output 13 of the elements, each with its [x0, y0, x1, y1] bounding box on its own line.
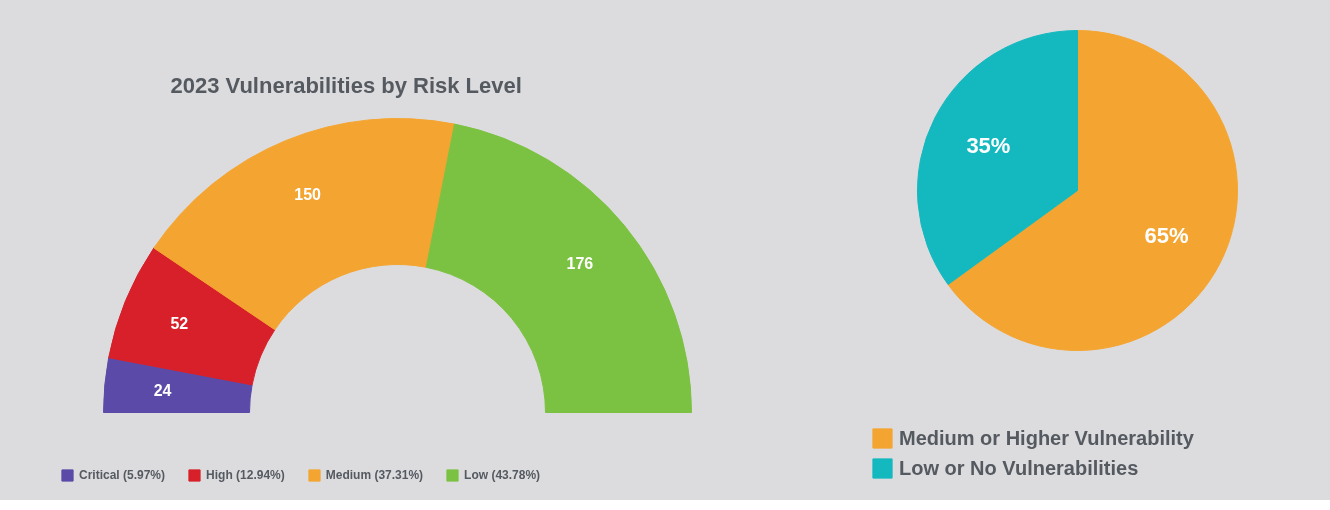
legend-label: Medium (37.31%): [325, 468, 424, 482]
legend-label: Low (43.78%): [464, 468, 541, 482]
data-label: 65%: [1144, 223, 1189, 249]
legend-label: High (12.94%): [206, 468, 285, 482]
chart-title: 2023 Vulnerabilities by Risk Level: [170, 73, 522, 98]
data-label: 176: [566, 254, 594, 272]
data-label: 52: [170, 314, 189, 332]
data-label: 150: [294, 186, 322, 204]
legend-label: Critical (5.97%): [79, 468, 166, 482]
data-label: 24: [153, 382, 172, 400]
legend-label: Low or No Vulnerabilities: [899, 456, 1139, 480]
data-label: 35%: [966, 132, 1011, 158]
legend-label: Medium or Higher Vulnerability: [899, 426, 1194, 450]
